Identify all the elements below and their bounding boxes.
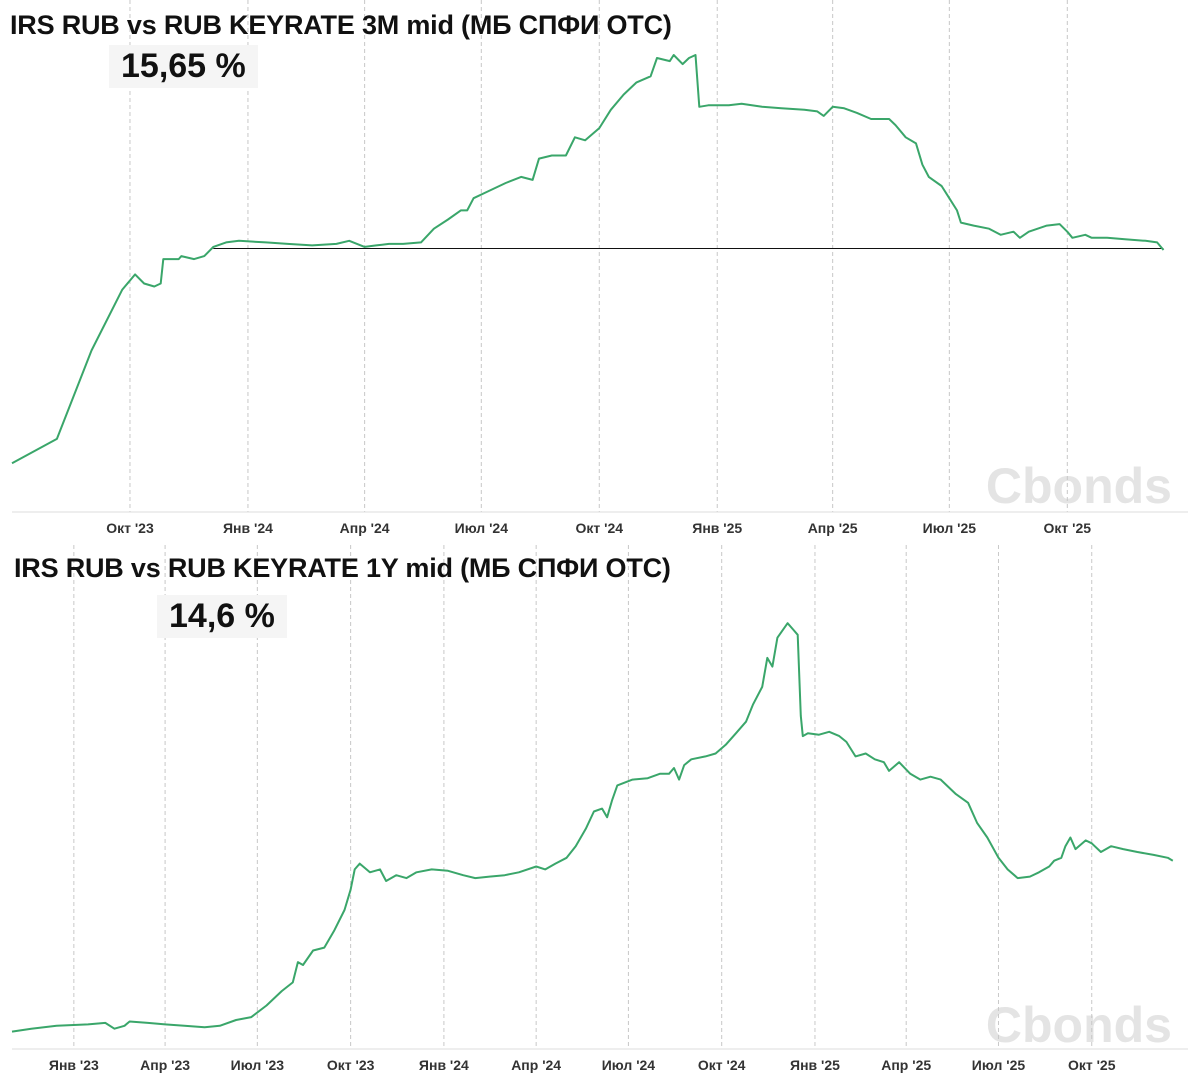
x-tick-label-1y-11: Окт '25	[1068, 1057, 1116, 1073]
chart-1y-current-value: 14,6 %	[157, 595, 287, 638]
x-tick-label-1y-3: Окт '23	[327, 1057, 375, 1073]
watermark-3m: Cbonds	[986, 458, 1172, 514]
series-line-1y	[11, 622, 1174, 1033]
chart-panel-1y: Cbonds Янв '23 Апр '23 Июл '23 Окт '23 Янв '2…	[0, 545, 1200, 1078]
chart-1y-plot: Cbonds Янв '23 Апр '23 Июл '23 Окт '23 Янв '2…	[11, 545, 1188, 1073]
chart-3m-plot: Cbonds Окт '23 Янв '24 Апр '24 Июл '24 Окт '2…	[11, 0, 1188, 536]
x-tick-label-3m-6: Апр '25	[808, 520, 858, 536]
x-tick-label-3m-8: Окт '25	[1044, 520, 1092, 536]
series-line-3m	[11, 54, 1165, 465]
x-tick-label-3m-5: Янв '25	[692, 520, 742, 536]
x-tick-label-1y-5: Апр '24	[511, 1057, 561, 1073]
x-tick-label-1y-10: Июл '25	[972, 1057, 1026, 1073]
x-tick-label-1y-0: Янв '23	[49, 1057, 99, 1073]
chart-3m-current-value: 15,65 %	[109, 45, 258, 88]
x-tick-label-3m-2: Апр '24	[340, 520, 390, 536]
x-tick-label-3m-4: Окт '24	[576, 520, 624, 536]
x-tick-label-1y-4: Янв '24	[419, 1057, 469, 1073]
x-tick-label-1y-7: Окт '24	[698, 1057, 746, 1073]
x-tick-label-1y-1: Апр '23	[140, 1057, 190, 1073]
x-tick-label-3m-0: Окт '23	[106, 520, 154, 536]
chart-1y-title: IRS RUB vs RUB KEYRATE 1Y mid (МБ СПФИ O…	[14, 553, 671, 583]
x-tick-label-1y-2: Июл '23	[231, 1057, 285, 1073]
x-tick-label-1y-6: Июл '24	[602, 1057, 656, 1073]
x-tick-label-1y-9: Апр '25	[881, 1057, 931, 1073]
chart-panel-3m: Cbonds Окт '23 Янв '24 Апр '24 Июл '24 Окт '2…	[10, 0, 1188, 536]
x-tick-label-3m-1: Янв '24	[223, 520, 273, 536]
chart-3m-title: IRS RUB vs RUB KEYRATE 3M mid (МБ СПФИ O…	[10, 10, 672, 40]
x-tick-label-3m-3: Июл '24	[455, 520, 509, 536]
x-tick-label-3m-7: Июл '25	[923, 520, 977, 536]
watermark-1y: Cbonds	[986, 997, 1172, 1053]
x-tick-label-1y-8: Янв '25	[790, 1057, 840, 1073]
